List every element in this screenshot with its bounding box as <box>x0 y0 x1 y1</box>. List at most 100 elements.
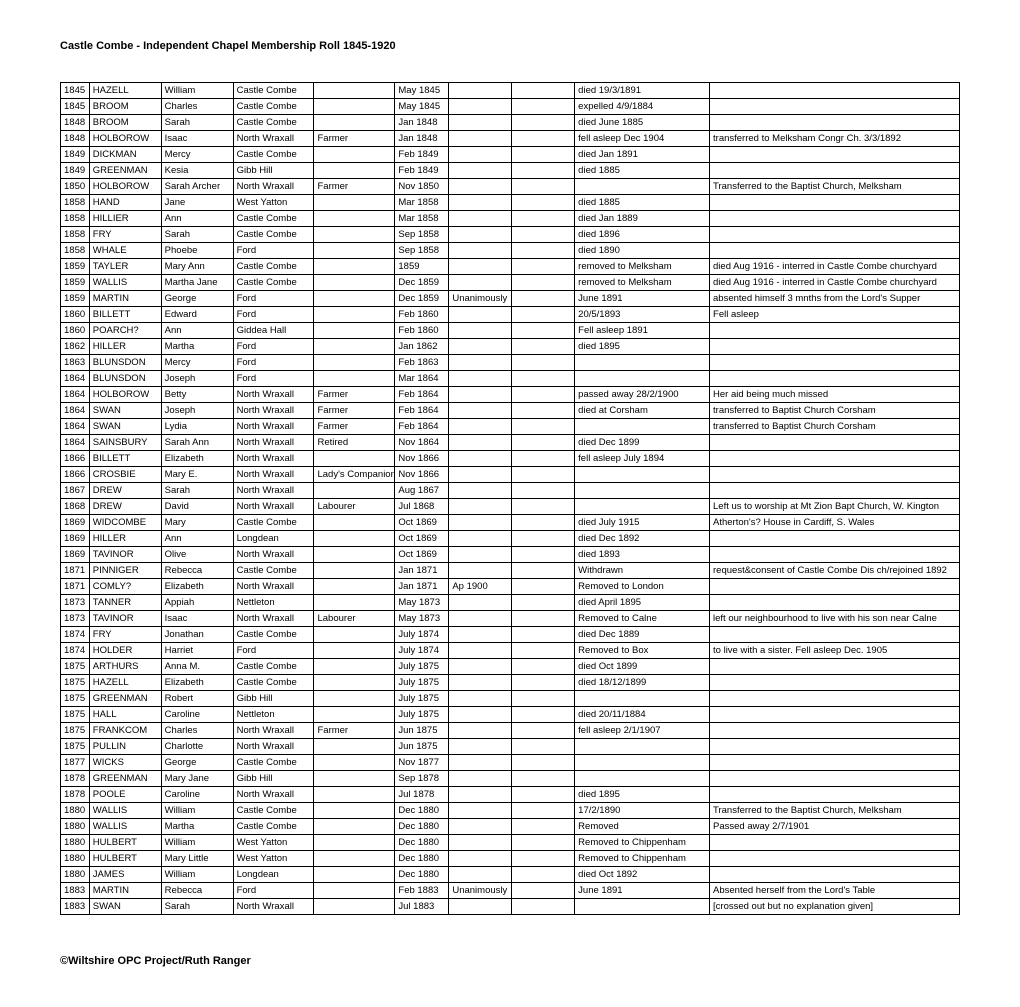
table-cell: 1858 <box>61 243 90 259</box>
table-cell: removed to Melksham <box>575 275 710 291</box>
table-row: 1875HALLCarolineNettletonJuly 1875died 2… <box>61 707 960 723</box>
table-cell: 1864 <box>61 419 90 435</box>
table-cell: Jul 1868 <box>395 499 449 515</box>
table-cell: Fell asleep 1891 <box>575 323 710 339</box>
table-cell: Sarah Archer <box>161 179 233 195</box>
table-cell: absented himself 3 mnths from the Lord's… <box>710 291 960 307</box>
table-cell <box>512 403 575 419</box>
table-cell: May 1845 <box>395 99 449 115</box>
table-cell <box>314 243 395 259</box>
table-row: 1873TANNERAppiahNettletonMay 1873died Ap… <box>61 595 960 611</box>
table-cell: North Wraxall <box>233 739 314 755</box>
table-cell <box>314 195 395 211</box>
table-cell: WALLIS <box>89 803 161 819</box>
table-cell <box>314 211 395 227</box>
table-cell: died 1895 <box>575 339 710 355</box>
table-row: 1849DICKMANMercyCastle CombeFeb 1849died… <box>61 147 960 163</box>
table-cell: HULBERT <box>89 851 161 867</box>
table-cell: HAZELL <box>89 83 161 99</box>
table-cell <box>710 451 960 467</box>
table-cell: Mary Ann <box>161 259 233 275</box>
table-cell <box>314 563 395 579</box>
table-cell: Mercy <box>161 147 233 163</box>
table-cell <box>314 739 395 755</box>
table-cell: SWAN <box>89 899 161 915</box>
membership-table: 1845HAZELLWilliamCastle CombeMay 1845die… <box>60 82 960 915</box>
table-cell: 1874 <box>61 643 90 659</box>
table-cell: July 1874 <box>395 643 449 659</box>
table-cell: North Wraxall <box>233 611 314 627</box>
table-cell: Jun 1875 <box>395 723 449 739</box>
table-cell <box>512 99 575 115</box>
table-cell: PINNIGER <box>89 563 161 579</box>
table-cell: GREENMAN <box>89 771 161 787</box>
table-cell: Ann <box>161 323 233 339</box>
table-cell: Castle Combe <box>233 675 314 691</box>
table-cell: Farmer <box>314 723 395 739</box>
table-cell <box>710 675 960 691</box>
table-cell: Castle Combe <box>233 803 314 819</box>
table-cell <box>512 243 575 259</box>
table-cell <box>512 835 575 851</box>
table-row: 1858HILLIERAnnCastle CombeMar 1858died J… <box>61 211 960 227</box>
table-cell: Lady's Companion <box>314 467 395 483</box>
table-cell: North Wraxall <box>233 899 314 915</box>
table-cell: July 1875 <box>395 707 449 723</box>
table-cell: Jan 1871 <box>395 563 449 579</box>
table-cell: 1858 <box>61 211 90 227</box>
table-cell: Giddea Hall <box>233 323 314 339</box>
table-cell <box>449 531 512 547</box>
table-cell: 1849 <box>61 163 90 179</box>
table-cell: 1848 <box>61 131 90 147</box>
page-title: Castle Combe - Independent Chapel Member… <box>60 40 960 52</box>
table-cell <box>449 131 512 147</box>
table-cell: FRANKCOM <box>89 723 161 739</box>
table-cell <box>314 323 395 339</box>
table-cell: Mary E. <box>161 467 233 483</box>
table-cell: 1871 <box>61 563 90 579</box>
table-row: 1850HOLBOROWSarah ArcherNorth WraxallFar… <box>61 179 960 195</box>
table-cell: Ap 1900 <box>449 579 512 595</box>
table-cell: North Wraxall <box>233 387 314 403</box>
table-cell <box>449 851 512 867</box>
table-cell <box>314 851 395 867</box>
table-cell: died Oct 1899 <box>575 659 710 675</box>
table-cell: transferred to Melksham Congr Ch. 3/3/18… <box>710 131 960 147</box>
table-cell <box>449 643 512 659</box>
table-cell: West Yatton <box>233 851 314 867</box>
table-cell: Gibb Hill <box>233 691 314 707</box>
table-cell <box>449 835 512 851</box>
table-row: 1859TAYLERMary AnnCastle Combe1859remove… <box>61 259 960 275</box>
table-cell <box>575 483 710 499</box>
table-cell: Mary <box>161 515 233 531</box>
table-cell: Removed to Chippenham <box>575 835 710 851</box>
table-cell: Sep 1878 <box>395 771 449 787</box>
table-cell: Sep 1858 <box>395 227 449 243</box>
table-cell: expelled 4/9/1884 <box>575 99 710 115</box>
table-cell: Lydia <box>161 419 233 435</box>
table-row: 1866CROSBIEMary E.North WraxallLady's Co… <box>61 467 960 483</box>
table-cell: 1859 <box>61 259 90 275</box>
table-cell: May 1845 <box>395 83 449 99</box>
table-row: 1860BILLETTEdwardFordFeb 186020/5/1893Fe… <box>61 307 960 323</box>
table-cell: Farmer <box>314 131 395 147</box>
table-cell <box>449 483 512 499</box>
table-cell: HALL <box>89 707 161 723</box>
table-cell <box>512 595 575 611</box>
table-cell <box>710 211 960 227</box>
table-cell: 17/2/1890 <box>575 803 710 819</box>
table-cell: Dec 1880 <box>395 851 449 867</box>
table-cell <box>512 659 575 675</box>
table-cell: Rebecca <box>161 563 233 579</box>
table-cell <box>449 755 512 771</box>
table-cell <box>512 307 575 323</box>
table-cell: Longdean <box>233 531 314 547</box>
table-cell <box>512 643 575 659</box>
table-cell: Absented herself from the Lord's Table <box>710 883 960 899</box>
table-cell: JAMES <box>89 867 161 883</box>
table-cell: Farmer <box>314 179 395 195</box>
table-cell <box>314 883 395 899</box>
table-cell <box>512 755 575 771</box>
table-cell <box>512 323 575 339</box>
table-row: 1864SWANLydiaNorth WraxallFarmerFeb 1864… <box>61 419 960 435</box>
